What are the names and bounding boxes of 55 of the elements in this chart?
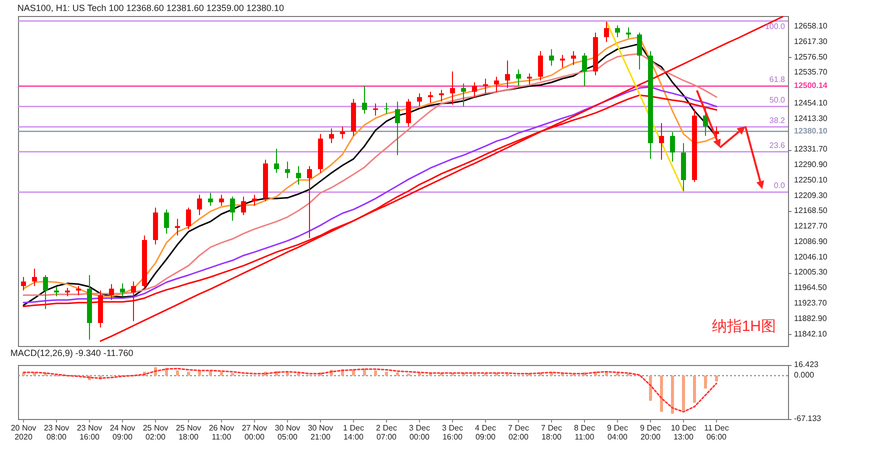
x-tick-label: 1 Dec 14:00 <box>343 424 364 442</box>
annotation: 38.2 <box>769 116 786 125</box>
x-tick-label: 4 Dec 09:00 <box>475 424 496 442</box>
y-tick-label: 12413.30 <box>794 114 828 123</box>
y-tick-label: 11842.10 <box>794 329 828 338</box>
y-tick-label: 12535.70 <box>794 68 828 77</box>
x-tick-label: 3 Dec 00:00 <box>409 424 430 442</box>
y-tick-label: 12617.30 <box>794 36 828 46</box>
x-tick-label: 9 Dec 20:00 <box>640 424 662 442</box>
y-tick-label: 12046.10 <box>794 252 828 262</box>
annotation: 纳指1H图 <box>712 318 776 335</box>
annotation: 100.0 <box>764 22 786 32</box>
chart-title: NAS100, H1: US Tech 100 12368.60 12381.60 12359.00 12380.10 <box>17 3 284 13</box>
y-tick-label: 12168.50 <box>794 206 828 216</box>
y-tick-label: 12290.90 <box>794 160 828 170</box>
x-tick-label: 8 Dec 11:00 <box>574 424 595 442</box>
x-tick-label: 3 Dec 16:00 <box>442 424 464 442</box>
x-tick-label: 7 Dec 18:00 <box>541 424 562 442</box>
annotation: 50.0 <box>769 96 786 105</box>
x-tick-label: 2 Dec 07:00 <box>376 424 398 442</box>
y-tick-label: 12005.30 <box>794 268 828 277</box>
x-tick-label: 30 Nov 05:00 <box>274 424 300 442</box>
x-tick-label: 25 Nov 02:00 <box>142 424 168 442</box>
y-tick-label: 12658.10 <box>794 22 828 31</box>
y-tick-label: 16.423 <box>794 360 820 369</box>
x-tick-label: 20 Nov 2020 <box>10 424 36 442</box>
x-tick-label: 11 Dec 06:00 <box>704 424 729 442</box>
x-tick-label: 24 Nov 09:00 <box>110 424 136 442</box>
y-tick-label: 12454.10 <box>794 98 828 108</box>
y-tick-label: 11923.70 <box>794 298 828 308</box>
y-tick-label: 11882.90 <box>794 314 828 323</box>
y-tick-label: 0.000 <box>794 370 815 380</box>
chart-title: MACD(12,26,9) -9.340 -11.760 <box>10 348 134 358</box>
x-tick-label: 9 Dec 04:00 <box>607 424 628 442</box>
x-tick-label: 10 Dec 13:00 <box>670 424 696 442</box>
y-tick-label: -67.133 <box>794 414 822 423</box>
annotation: 61.8 <box>769 75 786 84</box>
x-tick-label: 27 Nov 00:00 <box>242 424 268 442</box>
x-tick-label: 30 Nov 21:00 <box>308 424 334 442</box>
ref-line-label: 12380.10 <box>794 126 828 136</box>
y-tick-label: 11964.50 <box>794 283 828 292</box>
y-tick-label: 12331.70 <box>794 144 828 154</box>
x-tick-label: 26 Nov 11:00 <box>208 424 234 442</box>
x-tick-label: 7 Dec 02:00 <box>508 424 530 442</box>
y-tick-label: 12086.90 <box>794 236 828 246</box>
y-tick-label: 12576.50 <box>794 52 828 62</box>
y-tick-label: 12250.10 <box>794 175 828 184</box>
x-tick-label: 23 Nov 16:00 <box>76 424 102 442</box>
ref-line-label: 12500.14 <box>794 81 828 90</box>
y-tick-label: 12127.70 <box>794 222 828 231</box>
x-tick-label: 25 Nov 18:00 <box>176 424 202 442</box>
annotation: 23.6 <box>769 140 786 150</box>
x-tick-label: 23 Nov 08:00 <box>44 424 70 442</box>
annotation: 0.0 <box>774 181 786 190</box>
y-tick-label: 12209.30 <box>794 190 828 200</box>
